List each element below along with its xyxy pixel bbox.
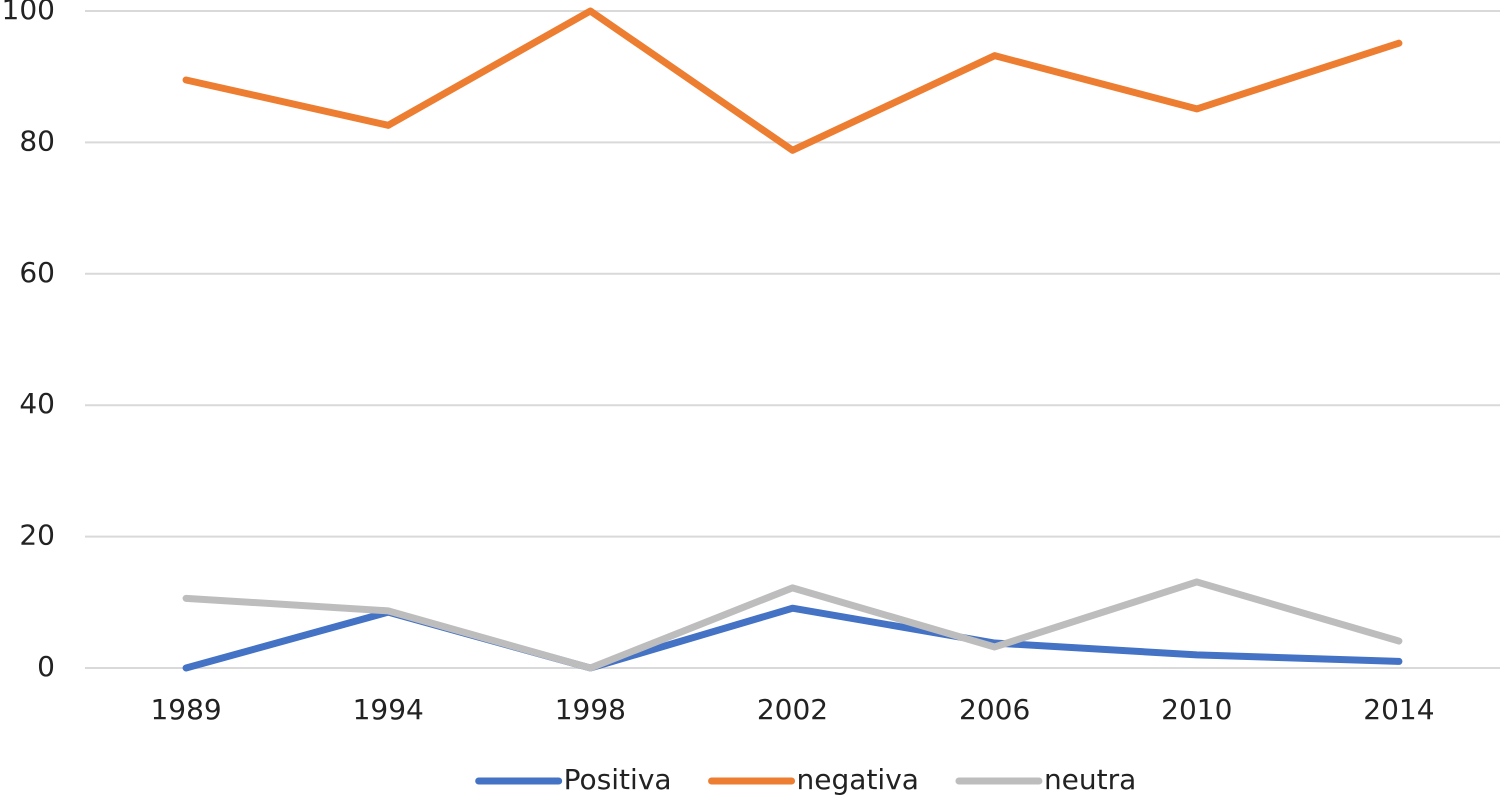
y-tick-label: 60	[19, 256, 55, 289]
y-tick-label: 20	[19, 519, 55, 552]
y-tick-label: 80	[19, 124, 55, 157]
x-tick-label: 2014	[1363, 693, 1434, 726]
series-line	[182, 604, 1403, 672]
legend-label: Positiva	[564, 763, 672, 796]
x-tick-label: 2006	[959, 693, 1030, 726]
x-tick-label: 2002	[757, 693, 828, 726]
x-tick-label: 1989	[150, 693, 221, 726]
x-tick-label: 2010	[1161, 693, 1232, 726]
series-line	[182, 7, 1403, 154]
legend-label: negativa	[797, 763, 919, 796]
y-tick-label: 100	[2, 0, 55, 26]
x-tick-label: 1998	[555, 693, 626, 726]
x-tick-label: 1994	[353, 693, 424, 726]
legend-label: neutra	[1044, 763, 1136, 796]
series-line	[182, 578, 1403, 672]
y-tick-label: 0	[37, 650, 55, 683]
y-tick-label: 40	[19, 387, 55, 420]
